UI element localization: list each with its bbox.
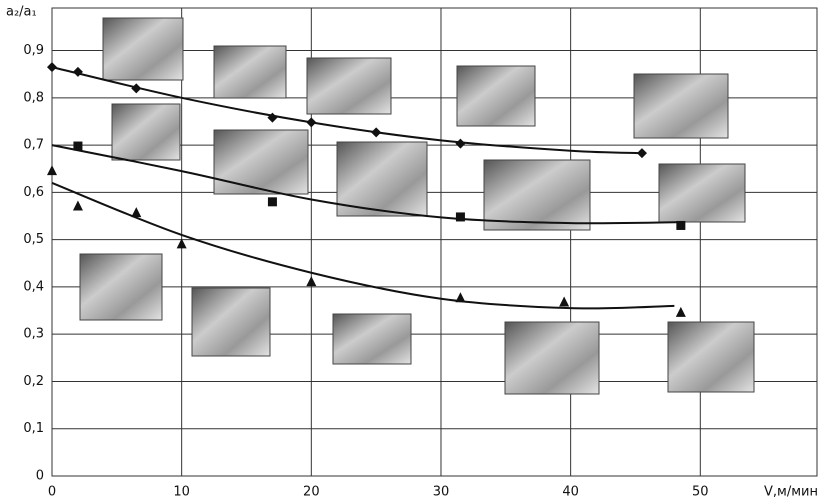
x-axis-label: V,м/мин <box>764 485 818 500</box>
point <box>267 112 278 123</box>
point <box>455 138 466 149</box>
micrograph <box>332 313 412 365</box>
micrograph <box>667 321 755 393</box>
point <box>675 306 686 317</box>
y-axis-label: a₂/a₁ <box>6 5 37 20</box>
y-tick-label: 0,9 <box>23 43 44 58</box>
y-tick-label: 0,6 <box>23 185 44 200</box>
y-tick-label: 0,1 <box>23 421 44 436</box>
point <box>72 66 83 77</box>
micrograph <box>102 17 184 81</box>
x-tick-label: 0 <box>48 485 56 500</box>
x-tick-label: 50 <box>692 485 709 500</box>
point <box>131 207 142 218</box>
point <box>176 238 187 249</box>
micrograph <box>213 45 287 99</box>
micrograph <box>111 103 181 161</box>
y-tick-label: 0,2 <box>23 374 44 389</box>
micrograph <box>191 287 271 357</box>
point <box>306 276 317 287</box>
micrograph <box>456 65 536 127</box>
x-tick-label: 30 <box>433 485 450 500</box>
point <box>455 212 465 222</box>
x-tick-label: 10 <box>173 485 190 500</box>
point <box>636 148 647 159</box>
point <box>371 127 382 138</box>
point <box>131 83 142 94</box>
trend-curve <box>51 181 675 310</box>
y-tick-label: 0,4 <box>23 279 44 294</box>
micrograph <box>633 73 729 139</box>
micrograph <box>79 253 163 321</box>
point <box>455 292 466 303</box>
micrograph <box>336 141 428 217</box>
point <box>73 141 83 151</box>
point <box>306 117 317 128</box>
y-tick-label: 0 <box>36 469 44 484</box>
plot-border <box>51 7 818 477</box>
micrograph <box>213 129 309 195</box>
y-tick-label: 0,7 <box>23 138 44 153</box>
micrograph <box>504 321 600 395</box>
point <box>676 220 686 230</box>
micrograph <box>306 57 392 115</box>
micrograph <box>658 163 746 223</box>
y-tick-label: 0,3 <box>23 327 44 342</box>
point <box>267 197 277 207</box>
trend-curve <box>51 144 681 225</box>
x-tick-label: 40 <box>562 485 579 500</box>
point <box>47 165 57 176</box>
point <box>72 200 83 211</box>
y-tick-label: 0,8 <box>23 90 44 105</box>
data <box>47 62 686 317</box>
y-tick-label: 0,5 <box>23 232 44 247</box>
x-tick-label: 20 <box>303 485 320 500</box>
trend-curve <box>51 66 642 155</box>
micrograph-insets <box>79 17 755 395</box>
point <box>47 62 57 73</box>
micrograph <box>483 159 591 231</box>
point <box>559 296 570 307</box>
